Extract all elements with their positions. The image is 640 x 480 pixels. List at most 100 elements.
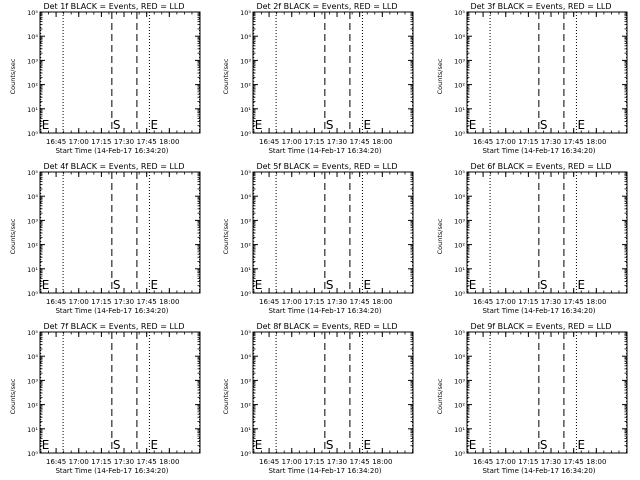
- y-tick-label: 10⁵: [454, 329, 465, 337]
- marker-e: E: [255, 278, 263, 292]
- y-tick-label: 10⁰: [454, 450, 465, 458]
- x-tick-label: 18:00: [586, 458, 606, 466]
- x-tick-label: 16:45: [46, 138, 66, 146]
- x-tick-label: 17:30: [327, 298, 347, 306]
- x-tick-label: 17:15: [91, 138, 111, 146]
- x-tick-label: 16:45: [259, 458, 279, 466]
- y-axis-label: Counts/sec: [222, 58, 230, 94]
- x-tick-label: 17:15: [304, 458, 324, 466]
- y-tick-label: 10⁴: [27, 193, 38, 201]
- y-tick-label: 10¹: [27, 426, 38, 434]
- x-tick-label: 16:45: [46, 458, 66, 466]
- x-axis-label: Start Time (14-Feb-17 16:34:20): [55, 147, 168, 155]
- marker-s: S: [540, 438, 548, 452]
- x-tick-label: 18:00: [159, 138, 179, 146]
- x-axis-label: Start Time (14-Feb-17 16:34:20): [482, 147, 595, 155]
- x-tick-label: 17:30: [114, 138, 134, 146]
- plot-frame: [466, 331, 628, 454]
- y-tick-label: 10²: [240, 242, 251, 250]
- y-axis-label: Counts/sec: [436, 58, 444, 94]
- panel-9: Det 9f BLACK = Events, RED = LLD 10⁰ 10¹ 10…: [436, 322, 628, 475]
- y-tick-label: 10⁰: [27, 290, 38, 298]
- y-tick-label: 10¹: [240, 426, 251, 434]
- x-tick-label: 17:15: [304, 138, 324, 146]
- x-tick-label: 18:00: [586, 138, 606, 146]
- panel-5: Det 5f BLACK = Events, RED = LLD 10⁰ 10¹ 10…: [222, 162, 414, 315]
- x-tick-label: 17:45: [137, 298, 157, 306]
- marker-e: E: [42, 278, 50, 292]
- y-axis-label: Counts/sec: [436, 218, 444, 254]
- marker-e: E: [577, 118, 585, 132]
- marker-s: S: [113, 118, 121, 132]
- x-axis-label: Start Time (14-Feb-17 16:34:20): [482, 467, 595, 475]
- panel-title: Det 6f BLACK = Events, RED = LLD: [470, 162, 611, 171]
- panel-8: Det 8f BLACK = Events, RED = LLD 10⁰ 10¹ 10…: [222, 322, 414, 475]
- x-tick-label: 17:45: [350, 138, 370, 146]
- marker-e: E: [150, 118, 158, 132]
- y-tick-label: 10⁵: [240, 169, 251, 177]
- marker-e: E: [255, 438, 263, 452]
- panel-title: Det 3f BLACK = Events, RED = LLD: [470, 2, 611, 11]
- panel-6: Det 6f BLACK = Events, RED = LLD 10⁰ 10¹ 10…: [436, 162, 628, 315]
- x-tick-label: 17:00: [282, 298, 302, 306]
- marker-s: S: [326, 118, 334, 132]
- plot-frame: [466, 11, 628, 134]
- marker-e: E: [150, 278, 158, 292]
- x-tick-label: 18:00: [159, 298, 179, 306]
- panel-title: Det 1f BLACK = Events, RED = LLD: [43, 2, 184, 11]
- panel-title: Det 4f BLACK = Events, RED = LLD: [43, 162, 184, 171]
- y-tick-label: 10⁰: [27, 130, 38, 138]
- x-tick-label: 17:30: [541, 458, 561, 466]
- x-axis-label: Start Time (14-Feb-17 16:34:20): [55, 467, 168, 475]
- y-tick-label: 10⁰: [27, 450, 38, 458]
- y-axis-label: Counts/sec: [222, 378, 230, 414]
- marker-e: E: [255, 118, 263, 132]
- y-tick-label: 10²: [27, 242, 38, 250]
- x-tick-label: 17:15: [518, 458, 538, 466]
- marker-e: E: [577, 438, 585, 452]
- marker-s: S: [540, 278, 548, 292]
- plot-frame: [252, 171, 414, 294]
- x-tick-label: 17:00: [496, 298, 516, 306]
- y-tick-label: 10⁴: [27, 353, 38, 361]
- marker-e: E: [42, 438, 50, 452]
- marker-e: E: [363, 278, 371, 292]
- x-axis-label: Start Time (14-Feb-17 16:34:20): [55, 307, 168, 315]
- y-tick-label: 10⁵: [27, 9, 38, 17]
- marker-e: E: [469, 278, 477, 292]
- y-tick-label: 10⁴: [454, 33, 465, 41]
- y-tick-label: 10⁰: [240, 450, 251, 458]
- x-axis-label: Start Time (14-Feb-17 16:34:20): [482, 307, 595, 315]
- y-tick-label: 10³: [240, 217, 251, 225]
- x-tick-label: 17:45: [564, 138, 584, 146]
- y-tick-label: 10¹: [240, 266, 251, 274]
- marker-e: E: [577, 278, 585, 292]
- x-tick-label: 18:00: [586, 298, 606, 306]
- x-tick-label: 17:00: [69, 458, 89, 466]
- x-tick-label: 17:00: [496, 138, 516, 146]
- y-tick-label: 10⁵: [454, 9, 465, 17]
- y-tick-label: 10¹: [454, 426, 465, 434]
- y-tick-label: 10¹: [27, 266, 38, 274]
- plot-frame: [252, 331, 414, 454]
- y-tick-label: 10³: [454, 377, 465, 385]
- x-tick-label: 17:15: [91, 458, 111, 466]
- x-tick-label: 17:30: [327, 458, 347, 466]
- x-tick-label: 17:45: [137, 138, 157, 146]
- x-axis-label: Start Time (14-Feb-17 16:34:20): [268, 467, 381, 475]
- y-axis-label: Counts/sec: [436, 378, 444, 414]
- x-tick-label: 16:45: [473, 138, 493, 146]
- y-tick-label: 10⁰: [240, 290, 251, 298]
- y-tick-label: 10⁴: [240, 353, 251, 361]
- marker-e: E: [150, 438, 158, 452]
- marker-s: S: [113, 438, 121, 452]
- y-tick-label: 10⁵: [27, 329, 38, 337]
- panel-3: Det 3f BLACK = Events, RED = LLD 10⁰ 10¹ 10…: [436, 2, 628, 155]
- x-tick-label: 16:45: [46, 298, 66, 306]
- x-tick-label: 17:45: [564, 298, 584, 306]
- y-tick-label: 10²: [240, 82, 251, 90]
- panel-title: Det 9f BLACK = Events, RED = LLD: [470, 322, 611, 331]
- y-tick-label: 10¹: [454, 266, 465, 274]
- marker-e: E: [363, 438, 371, 452]
